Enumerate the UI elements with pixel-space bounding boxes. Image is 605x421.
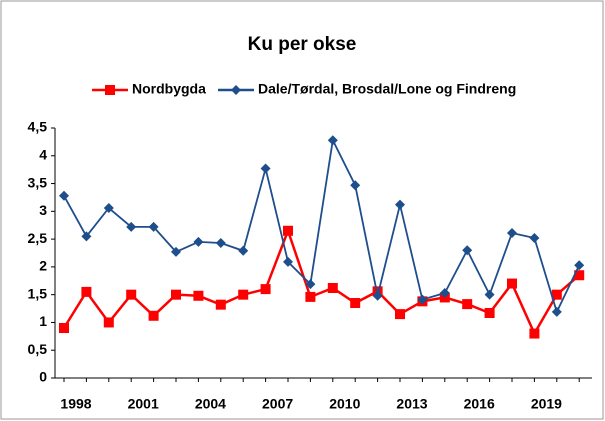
marker	[171, 289, 181, 300]
marker	[350, 180, 361, 191]
marker	[350, 298, 361, 308]
marker	[395, 309, 405, 320]
marker	[215, 238, 226, 248]
marker	[529, 328, 540, 339]
marker	[126, 221, 137, 232]
legend-label: Dale/Tørdal, Brosdal/Lone og Findreng	[258, 81, 516, 97]
y-tick-label: 2,5	[28, 230, 48, 246]
x-tick-label: 2010	[329, 396, 360, 412]
marker	[171, 246, 181, 257]
marker	[59, 323, 69, 333]
marker	[462, 299, 473, 310]
y-tick-label: 0,5	[28, 341, 48, 357]
marker	[215, 299, 226, 310]
y-tick-label: 3	[39, 202, 47, 218]
chart-title: Ku per okse	[248, 34, 357, 55]
marker	[417, 294, 428, 305]
marker	[462, 245, 473, 256]
marker	[574, 260, 585, 271]
x-tick-label: 1998	[60, 396, 91, 412]
x-tick-label: 2013	[396, 396, 427, 412]
y-tick-label: 1	[39, 313, 47, 329]
marker	[439, 288, 450, 298]
marker	[327, 283, 338, 293]
marker	[574, 270, 585, 281]
marker	[148, 221, 159, 232]
y-tick-label: 4	[39, 146, 47, 162]
marker	[507, 228, 517, 238]
marker	[238, 289, 249, 300]
marker	[551, 289, 562, 300]
marker	[148, 310, 159, 321]
marker	[305, 279, 316, 290]
legend-label: Nordbygda	[132, 81, 206, 97]
marker	[193, 236, 204, 247]
marker	[283, 256, 293, 267]
marker	[395, 199, 405, 210]
y-tick-label: 3,5	[28, 174, 48, 190]
x-tick-label: 2007	[262, 396, 293, 412]
marker	[327, 135, 338, 146]
marker	[105, 85, 115, 95]
marker	[529, 233, 540, 243]
marker	[551, 306, 562, 317]
marker	[126, 289, 137, 300]
marker	[507, 278, 517, 289]
marker	[231, 85, 241, 95]
x-tick-label: 2016	[464, 396, 495, 412]
marker	[484, 308, 495, 318]
marker	[238, 245, 249, 256]
y-tick-label: 4,5	[28, 119, 48, 135]
marker	[305, 291, 316, 302]
marker	[260, 284, 271, 295]
marker	[59, 190, 69, 201]
marker	[193, 290, 204, 301]
x-tick-label: 2001	[128, 396, 159, 412]
y-tick-label: 1,5	[28, 285, 48, 301]
marker	[81, 231, 92, 242]
marker	[372, 290, 383, 301]
marker	[103, 203, 114, 213]
x-tick-label: 2019	[531, 396, 562, 412]
x-tick-label: 2004	[195, 396, 226, 412]
marker	[81, 286, 92, 297]
marker	[484, 289, 495, 300]
marker	[283, 225, 293, 236]
marker	[260, 163, 271, 174]
y-tick-label: 2	[39, 258, 47, 274]
marker	[103, 317, 114, 328]
y-tick-label: 0	[39, 369, 47, 385]
